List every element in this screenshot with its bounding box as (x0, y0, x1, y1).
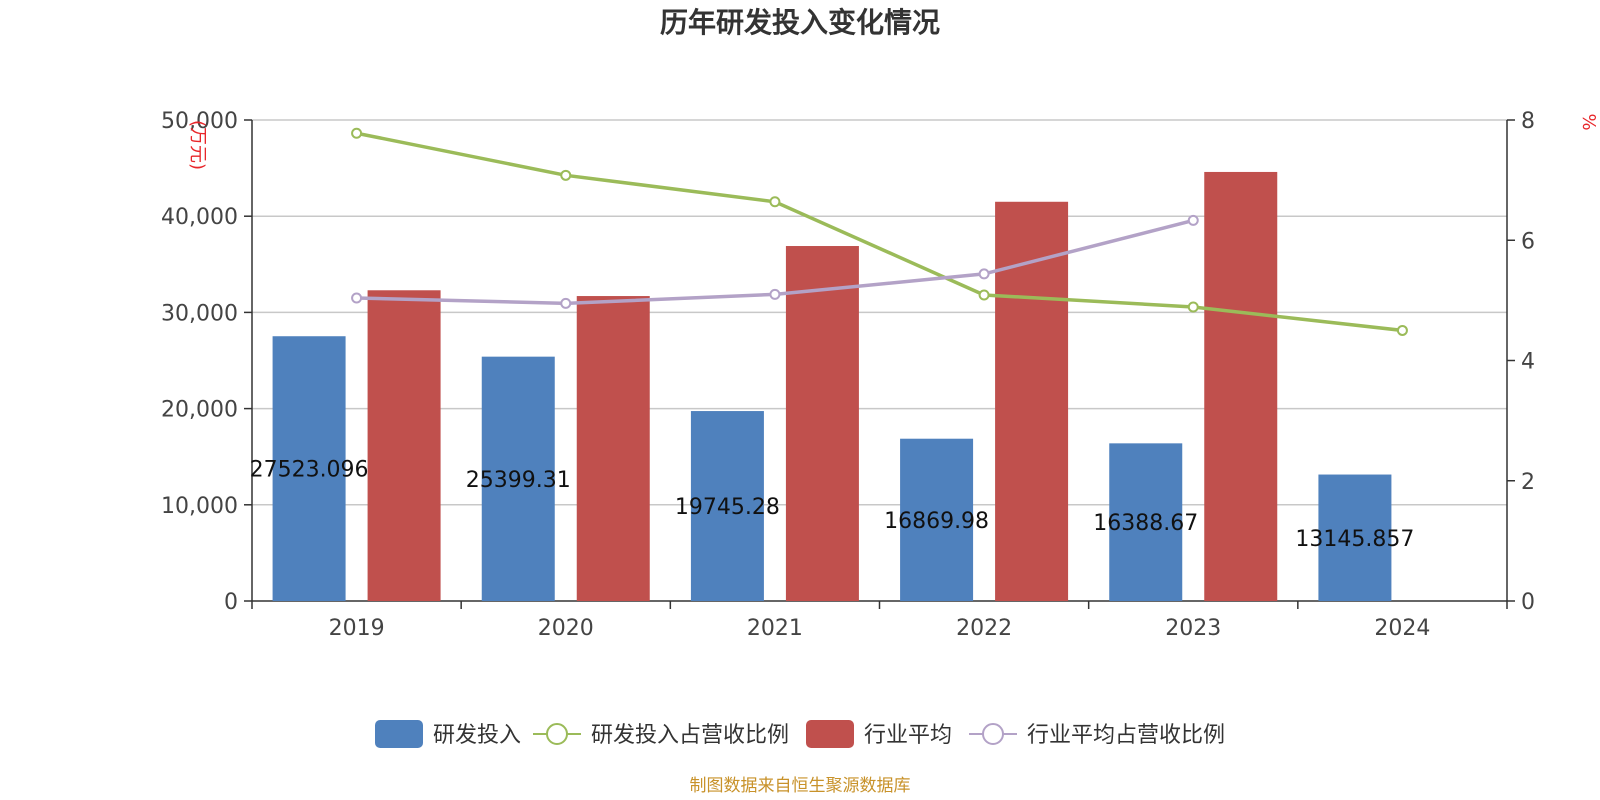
bar-行业平均 (576, 296, 650, 601)
bars (272, 171, 1392, 601)
point-研发投入占营收比例 (560, 169, 572, 181)
legend: 研发投入 研发投入占营收比例 行业平均 行业平均占营收比例 (375, 720, 1225, 748)
x-axis-tick-label: 2021 (747, 616, 803, 641)
data-label: 27523.096 (250, 458, 369, 483)
bar-研发投入 (900, 438, 974, 601)
point-研发投入占营收比例 (978, 289, 990, 301)
point-研发投入占营收比例 (769, 196, 781, 208)
data-label: 16388.67 (1093, 511, 1198, 536)
point-研发投入占营收比例 (1187, 301, 1199, 313)
data-labels: 27523.096 25399.31 19745.28 16869.98 16388.6… (250, 458, 1415, 552)
bar-研发投入 (481, 356, 555, 601)
legend-swatch-行业平均 (806, 720, 854, 748)
point-行业平均占营收比例 (978, 268, 990, 280)
left-axis-tick-label: 20,000 (161, 398, 238, 423)
legend-label: 研发投入 (433, 723, 521, 748)
bar-行业平均 (367, 290, 441, 601)
left-axis-tick-label: 50,000 (161, 109, 238, 134)
line-研发投入占营收比例 (356, 131, 1403, 333)
right-axis-tick-label: 8 (1521, 109, 1535, 134)
right-axis-tick-label: 2 (1521, 470, 1535, 495)
right-axis-tick-label: 6 (1521, 229, 1535, 254)
source-note: 制图数据来自恒生聚源数据库 (690, 776, 911, 796)
left-axis-tick-label: 0 (224, 590, 238, 615)
legend-label: 研发投入占营收比例 (591, 723, 789, 748)
point-研发投入占营收比例 (351, 127, 363, 139)
chart-title: 历年研发投入变化情况 (660, 6, 940, 39)
bar-研发投入 (1318, 474, 1392, 601)
bar-行业平均 (785, 246, 859, 601)
data-label: 16869.98 (884, 509, 989, 534)
grid (252, 119, 1507, 506)
right-axis-tick-label: 4 (1521, 350, 1535, 375)
legend-swatch-marker-研发投入占营收比例 (546, 723, 568, 745)
bar-研发投入 (690, 411, 764, 601)
point-行业平均占营收比例 (351, 292, 363, 304)
data-label: 25399.31 (466, 468, 571, 493)
x-axis-tick-label: 2019 (329, 616, 385, 641)
lines (351, 127, 1408, 336)
legend-label: 行业平均 (864, 723, 952, 748)
bar-行业平均 (1204, 171, 1278, 601)
right-axis-tick-label: 0 (1521, 590, 1535, 615)
left-axis-tick-label: 10,000 (161, 494, 238, 519)
data-label: 13145.857 (1295, 527, 1414, 552)
left-axis-unit: (万元) (187, 120, 208, 170)
data-label: 19745.28 (675, 495, 780, 520)
legend-swatch-研发投入 (375, 720, 423, 748)
legend-label: 行业平均占营收比例 (1027, 723, 1225, 748)
left-axis-tick-label: 40,000 (161, 205, 238, 230)
left-axis-tick-label: 30,000 (161, 301, 238, 326)
x-axis-tick-label: 2023 (1165, 616, 1221, 641)
bar-研发投入 (1109, 443, 1183, 601)
x-axis-tick-label: 2020 (538, 616, 594, 641)
point-行业平均占营收比例 (560, 297, 572, 309)
point-行业平均占营收比例 (769, 288, 781, 300)
point-行业平均占营收比例 (1187, 214, 1199, 226)
point-研发投入占营收比例 (1396, 324, 1408, 336)
bar-研发投入 (272, 336, 346, 601)
axes: 0 10,000 20,000 30,000 40,000 50,000 0 2 4 6 8 2019… (161, 109, 1535, 641)
right-axis-unit: % (1578, 113, 1599, 130)
x-axis-tick-label: 2024 (1374, 616, 1430, 641)
x-axis-tick-label: 2022 (956, 616, 1012, 641)
legend-swatch-marker-行业平均占营收比例 (982, 723, 1004, 745)
